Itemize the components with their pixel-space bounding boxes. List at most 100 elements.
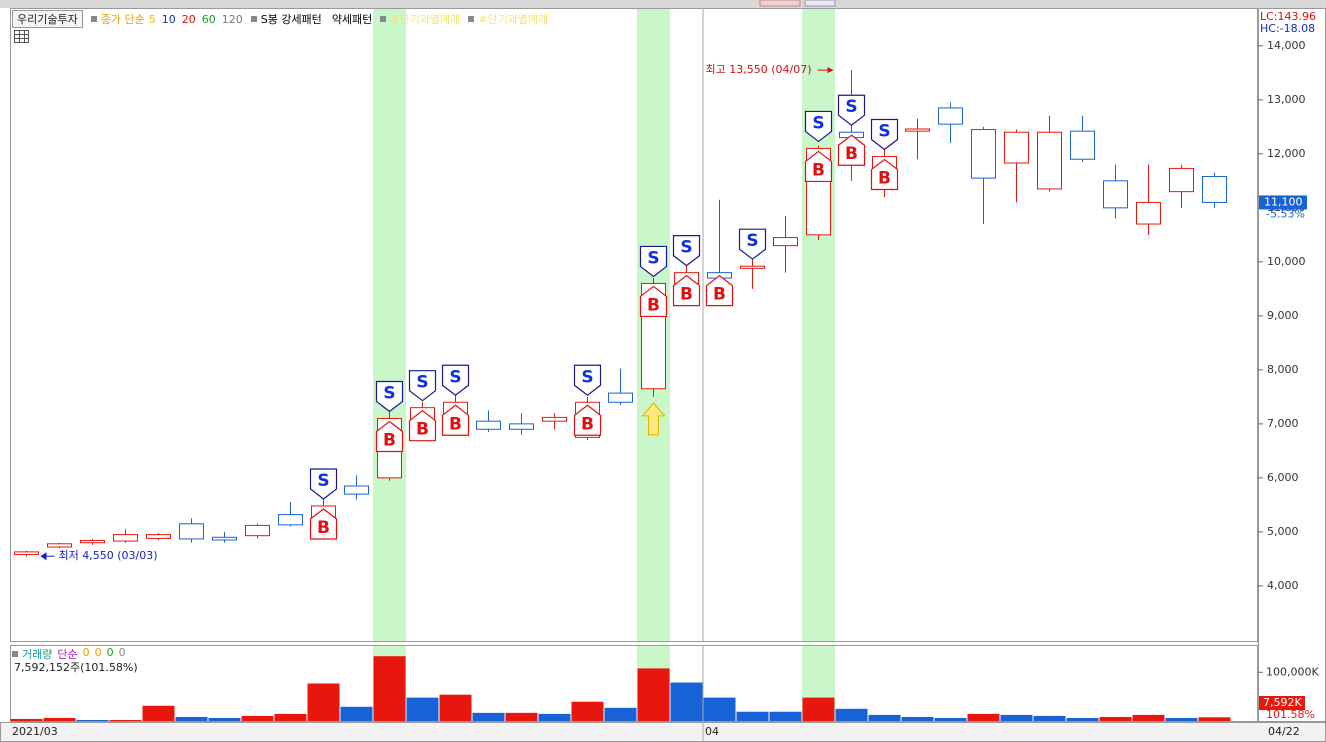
x-tick-label: 2021/03: [12, 725, 58, 738]
volume-bar: [868, 714, 901, 721]
legend-extra: #단기과열매매: [478, 13, 549, 26]
y-tick-label: 4,000: [1267, 579, 1299, 592]
legend-prefix: 거래량: [22, 648, 53, 661]
legend-item: 0: [118, 646, 126, 659]
volume-bar: [472, 712, 505, 721]
sell-signal: S: [573, 364, 602, 397]
buy-signal: B: [573, 404, 602, 436]
price-panel: [10, 8, 1258, 642]
annotation-arrowhead: [827, 67, 834, 74]
buy-label: B: [812, 160, 825, 180]
y-tick-label: 5,000: [1267, 525, 1299, 538]
volume-bar: [934, 717, 967, 721]
buy-signal: B: [408, 409, 437, 442]
volume-bar: [43, 717, 76, 721]
y-tick-label: 9,000: [1267, 309, 1299, 322]
candle-body: [47, 543, 72, 548]
candle-body: [1037, 131, 1062, 190]
buy-signal: B: [441, 404, 470, 436]
buy-signal: B: [870, 158, 899, 191]
legend-pattern: S봉 강세패턴: [260, 13, 322, 26]
annotation: 최저 4,550 (03/03): [59, 549, 158, 562]
volume-bar: [703, 697, 736, 721]
volume-bar: [340, 706, 373, 721]
grid-icon[interactable]: [14, 30, 29, 43]
legend-item: 10: [161, 12, 176, 26]
sell-signal: S: [804, 110, 833, 143]
buy-marker: [672, 274, 701, 307]
volume-bar: [406, 697, 439, 721]
volume-bar: [175, 716, 208, 721]
scale-info: HC:-18.08: [1260, 22, 1315, 35]
buy-label: B: [449, 414, 462, 434]
buy-marker: [705, 274, 734, 307]
toolbar-strip: [0, 0, 1326, 8]
buy-marker: [309, 508, 338, 540]
volume-bar: [1000, 714, 1033, 721]
candle-body: [1103, 180, 1128, 209]
candle-body: [212, 536, 237, 541]
legend-item: 20: [181, 12, 196, 26]
candle-body: [905, 128, 930, 132]
sell-signal: S: [408, 370, 437, 402]
sell-label: S: [680, 238, 692, 258]
buy-marker: [408, 409, 437, 442]
buy-signal: B: [672, 274, 701, 307]
highlight-band: [373, 9, 406, 641]
buy-marker: [837, 134, 866, 166]
toolbar-button[interactable]: [759, 0, 801, 7]
volume-bar: [208, 717, 241, 721]
volume-bar: [1099, 716, 1132, 721]
volume-info: 7,592,152주(101.58%): [14, 661, 138, 674]
y-tick-label: 14,000: [1267, 39, 1306, 52]
legend-item: 60: [201, 12, 216, 26]
sell-signal: S: [375, 380, 404, 413]
buy-marker: [870, 158, 899, 191]
candle-body: [1169, 167, 1194, 193]
last-volume-change: 101.58%: [1266, 708, 1315, 721]
candle-body: [80, 540, 105, 544]
sell-label: S: [449, 367, 461, 387]
scale-info: LC:143.96: [1260, 10, 1316, 23]
sell-signal: S: [309, 468, 338, 500]
legend-series: 5 10 20 60 120: [149, 13, 243, 26]
sell-signal: S: [738, 228, 767, 260]
sell-signal: S: [837, 94, 866, 126]
buy-signal: B: [639, 285, 668, 318]
buy-signal: B: [804, 150, 833, 183]
volume-bar: [1132, 714, 1165, 721]
volume-bar: [670, 682, 703, 721]
legend-prefix: 종가 단순: [100, 13, 145, 26]
legend-item: 0: [82, 646, 90, 659]
candle-body: [245, 524, 270, 537]
y-tick-label: 10,000: [1267, 255, 1306, 268]
legend-item: 0: [106, 646, 114, 659]
buy-marker: [573, 404, 602, 436]
sell-label: S: [812, 113, 824, 133]
last-change: -5.53%: [1266, 207, 1305, 220]
buy-signal: B: [375, 420, 404, 453]
sell-label: S: [878, 122, 890, 142]
y-tick-label: 13,000: [1267, 93, 1306, 106]
last-volume: 7,592K: [1263, 696, 1302, 709]
sell-signal: S: [639, 245, 668, 278]
symbol[interactable]: 우리기술투자: [12, 10, 83, 28]
legend-extra: #단기과열매매: [390, 13, 461, 26]
annotation-arrowhead: [40, 552, 47, 561]
sell-marker: [639, 245, 668, 278]
sell-signal: S: [441, 364, 470, 397]
sell-signal: S: [870, 118, 899, 151]
candle-body: [971, 129, 996, 179]
buy-signal: B: [837, 134, 866, 166]
volume-bar: [307, 683, 340, 721]
toolbar-button[interactable]: [804, 0, 836, 7]
sell-marker: [837, 94, 866, 126]
y-tick-label: 100,000K: [1266, 665, 1319, 678]
sell-marker: [870, 118, 899, 151]
buy-label: B: [845, 144, 858, 164]
volume-bar: [769, 711, 802, 721]
right-axis: [1258, 8, 1326, 722]
signal-arrow: [641, 402, 666, 436]
buy-label: B: [581, 414, 594, 434]
